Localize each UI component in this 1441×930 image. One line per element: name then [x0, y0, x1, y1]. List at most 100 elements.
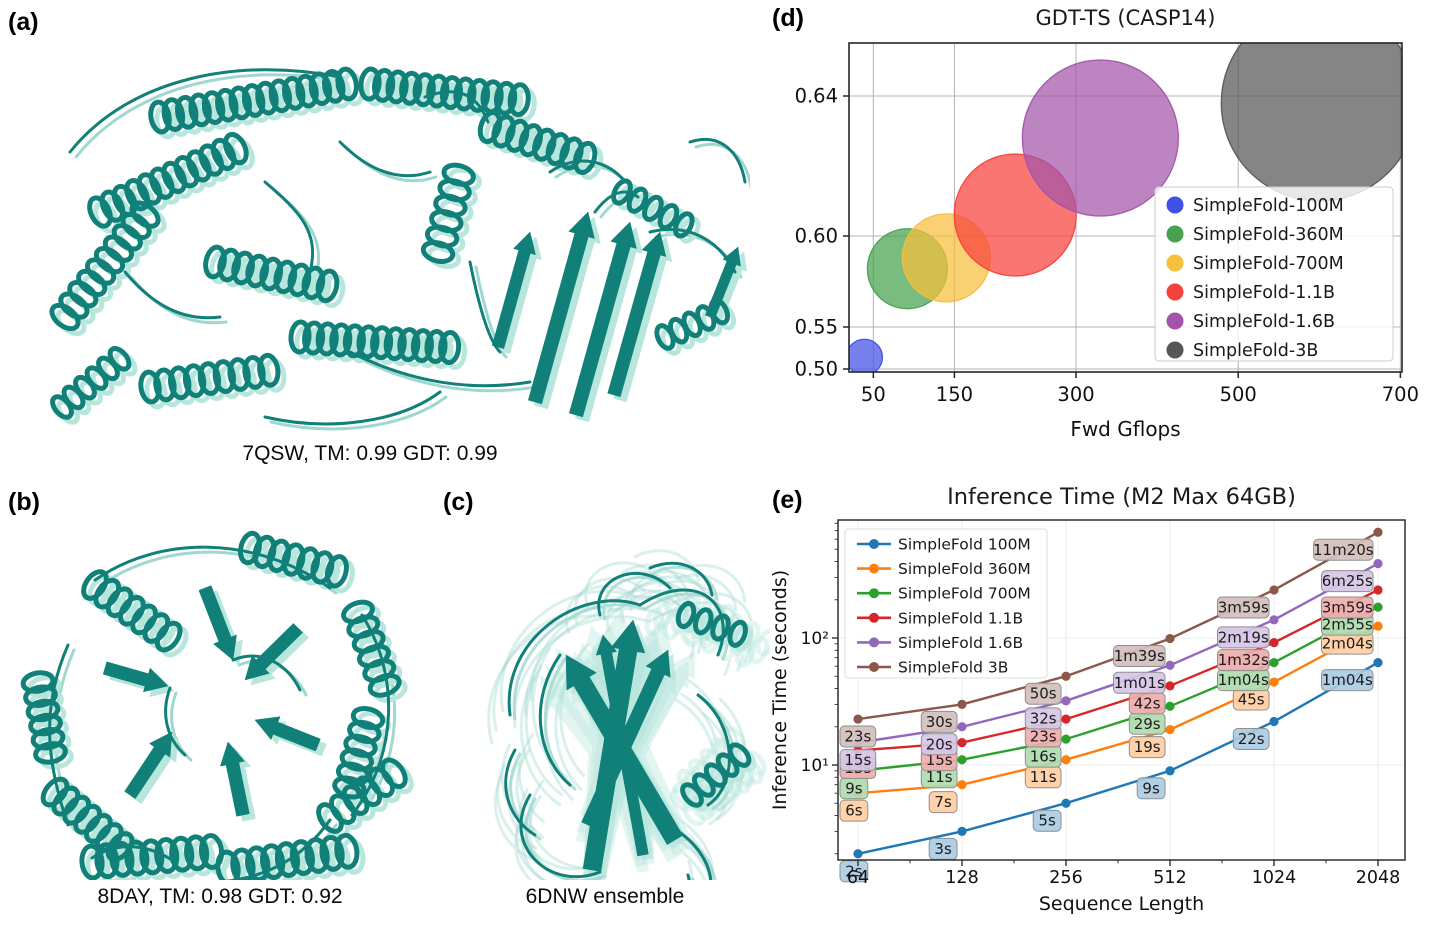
- svg-text:11s: 11s: [1030, 768, 1057, 786]
- panel-d: (d) 50 150 300 500 700 0.50 0.55 0.60 0.64 GDT-TS…: [770, 0, 1441, 450]
- panel-b: (b) 8DAY, TM: 0.98 GDT: 0.92: [0, 480, 440, 930]
- legend-marker-SimpleFold-100M: [1166, 196, 1184, 214]
- svg-text:45s: 45s: [1238, 691, 1265, 709]
- legend-marker-SimpleFold 3B: [869, 662, 879, 672]
- svg-text:11s: 11s: [926, 768, 953, 786]
- svg-text:9s: 9s: [845, 779, 863, 797]
- value-badge: [1136, 777, 1166, 800]
- svg-text:SimpleFold 1.1B: SimpleFold 1.1B: [898, 609, 1023, 627]
- svg-text:256: 256: [1049, 868, 1082, 888]
- svg-text:SimpleFold 700M: SimpleFold 700M: [898, 585, 1031, 603]
- protein-structure-7qsw: [49, 66, 750, 431]
- svg-text:SimpleFold-1.6B: SimpleFold-1.6B: [1193, 312, 1335, 332]
- svg-text:2m04s: 2m04s: [1322, 635, 1373, 653]
- line-SimpleFold 100M: [857, 661, 1379, 855]
- svg-text:64: 64: [847, 868, 869, 888]
- svg-text:700: 700: [1382, 383, 1419, 406]
- svg-text:9s: 9s: [1142, 779, 1160, 797]
- svg-text:7s: 7s: [934, 793, 952, 811]
- value-badge: [920, 710, 958, 733]
- value-badge: [1217, 626, 1270, 649]
- svg-text:Inference Time (seconds): Inference Time (seconds): [770, 570, 791, 810]
- svg-text:19s: 19s: [1134, 738, 1161, 756]
- panel-c: (c) 6DNW ensemble: [440, 480, 770, 930]
- panel-e-label: (e): [772, 486, 803, 514]
- bubble-chart-gdt-ts: 50 150 300 500 700 0.50 0.55 0.60 0.64 GDT-TS (CA…: [795, 6, 1419, 441]
- svg-text:3m59s: 3m59s: [1218, 598, 1269, 616]
- legend-marker-SimpleFold 1.6B: [869, 637, 879, 648]
- value-badge: [1032, 809, 1062, 832]
- legend-marker-SimpleFold-360M: [1166, 225, 1184, 243]
- svg-text:SimpleFold-360M: SimpleFold-360M: [1193, 225, 1344, 245]
- legend-marker-SimpleFold-3B: [1166, 341, 1184, 359]
- svg-text:1m04s: 1m04s: [1322, 671, 1373, 689]
- value-badge: [1321, 669, 1374, 692]
- svg-text:SimpleFold-700M: SimpleFold-700M: [1193, 254, 1344, 274]
- value-badge: [1113, 671, 1166, 694]
- svg-text:10²: 10²: [801, 629, 829, 649]
- value-badge: [928, 791, 958, 814]
- svg-text:32s: 32s: [1030, 709, 1057, 727]
- svg-text:5s: 5s: [1038, 812, 1056, 830]
- value-badge: [1128, 736, 1166, 759]
- value-badge: [839, 725, 877, 748]
- svg-text:0.64: 0.64: [795, 85, 838, 108]
- panel-b-label: (b): [8, 488, 40, 516]
- value-badge: [1217, 596, 1270, 619]
- svg-text:SimpleFold 360M: SimpleFold 360M: [898, 560, 1031, 578]
- bubble-SimpleFold-3B: [1220, 43, 1402, 202]
- value-badge: [1232, 728, 1270, 751]
- svg-text:20s: 20s: [926, 735, 953, 753]
- value-badge: [1321, 570, 1374, 593]
- svg-text:0.50: 0.50: [795, 358, 838, 381]
- svg-text:3m59s: 3m59s: [1322, 598, 1373, 616]
- svg-text:1m32s: 1m32s: [1218, 651, 1269, 669]
- chart-e-legend: SimpleFold 100M SimpleFold 360M SimpleFold…: [844, 528, 1048, 679]
- svg-text:2s: 2s: [845, 862, 863, 880]
- panel-a: (a) 7QSW, TM: 0.99 GDT: 0.99: [0, 0, 760, 470]
- value-badge: [1217, 649, 1270, 672]
- panel-b-caption: 8DAY, TM: 0.98 GDT: 0.92: [97, 885, 343, 908]
- svg-text:10¹: 10¹: [801, 756, 829, 776]
- svg-text:512: 512: [1153, 868, 1186, 888]
- bubble-SimpleFold-100M: [849, 338, 884, 372]
- svg-text:1m01s: 1m01s: [1114, 674, 1165, 692]
- svg-text:6s: 6s: [845, 802, 863, 820]
- legend-marker-SimpleFold 1.1B: [869, 612, 879, 623]
- value-badge: [920, 733, 958, 756]
- svg-text:6m25s: 6m25s: [1322, 572, 1373, 590]
- svg-text:2m19s: 2m19s: [1218, 628, 1269, 646]
- value-badge: [839, 799, 869, 822]
- legend-marker-SimpleFold-1.1B: [1166, 283, 1184, 301]
- value-badge: [1024, 707, 1062, 730]
- legend-marker-SimpleFold-700M: [1166, 254, 1184, 272]
- panel-e: (e) 2s 3s 5s 9s 22s 1m04s 6s 7s 11s 19s 45s 2m04s 9s…: [770, 480, 1441, 930]
- svg-text:0.60: 0.60: [795, 225, 838, 248]
- svg-text:500: 500: [1220, 383, 1257, 406]
- svg-text:30s: 30s: [926, 713, 953, 731]
- protein-structure-8day: [20, 530, 414, 880]
- value-badge: [1313, 538, 1374, 561]
- svg-text:16s: 16s: [1030, 748, 1057, 766]
- svg-text:15s: 15s: [844, 751, 871, 769]
- svg-text:3s: 3s: [934, 840, 952, 858]
- svg-text:128: 128: [945, 868, 978, 888]
- svg-text:23s: 23s: [844, 728, 871, 746]
- value-badge: [1113, 645, 1166, 668]
- svg-text:SimpleFold 100M: SimpleFold 100M: [898, 536, 1031, 554]
- chart-d-legend: SimpleFold-100M SimpleFold-360M SimpleFold…: [1154, 186, 1394, 362]
- legend-marker-SimpleFold 360M: [869, 563, 879, 574]
- bubble-SimpleFold-1.6B: [1021, 59, 1180, 217]
- value-badge: [839, 749, 877, 772]
- panel-a-label: (a): [8, 8, 39, 36]
- svg-text:50s: 50s: [1030, 685, 1057, 703]
- panel-d-label: (d): [772, 4, 804, 32]
- value-badge: [1321, 596, 1374, 619]
- svg-text:50: 50: [861, 383, 886, 406]
- value-badge: [1024, 682, 1062, 705]
- svg-text:1024: 1024: [1252, 868, 1297, 888]
- legend-marker-SimpleFold 100M: [869, 539, 879, 549]
- legend-marker-SimpleFold 700M: [869, 588, 879, 599]
